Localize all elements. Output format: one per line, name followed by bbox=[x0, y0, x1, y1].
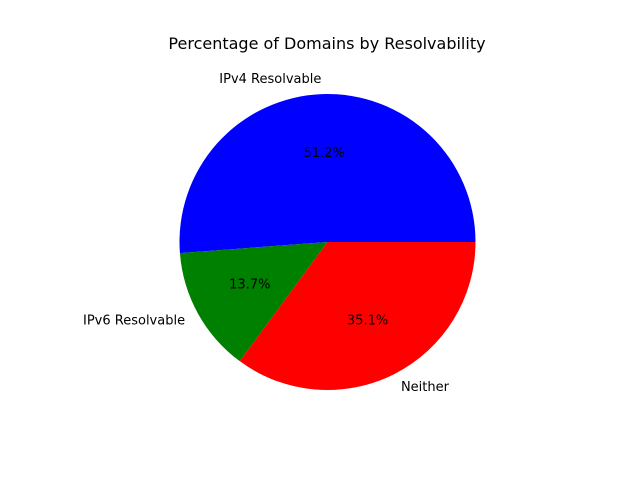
percent-label-ipv6-resolvable: 13.7% bbox=[229, 278, 270, 293]
pie-slice-neither bbox=[239, 242, 476, 391]
percent-label-neither: 35.1% bbox=[347, 314, 388, 329]
pie-slice-ipv6-resolvable bbox=[179, 242, 328, 362]
slice-label-ipv4-resolvable: IPv4 Resolvable bbox=[219, 72, 321, 87]
slice-label-neither: Neither bbox=[401, 380, 450, 395]
pie-slices bbox=[179, 94, 476, 391]
slice-label-ipv6-resolvable: IPv6 Resolvable bbox=[83, 313, 185, 328]
chart-title: Percentage of Domains by Resolvability bbox=[168, 34, 485, 53]
percent-label-ipv4-resolvable: 51.2% bbox=[303, 146, 344, 161]
pie-slice-ipv4-resolvable bbox=[179, 94, 476, 254]
pie-labels: IPv4 Resolvable 51.2% IPv6 Resolvable 13.7%… bbox=[83, 72, 450, 395]
